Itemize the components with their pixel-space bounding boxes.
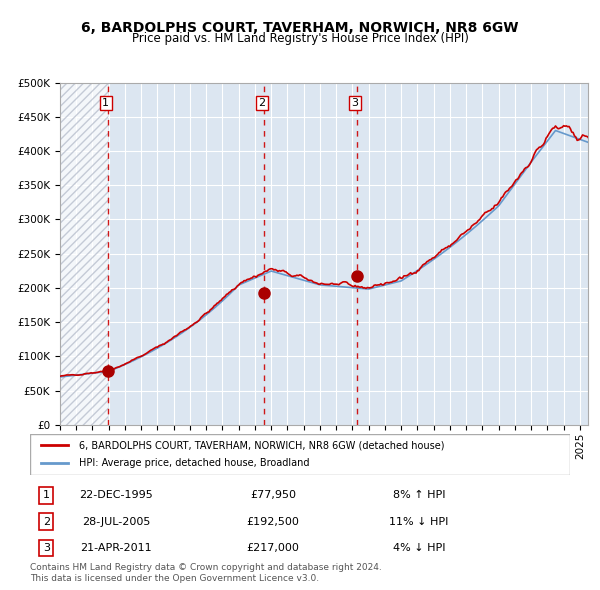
- Text: Contains HM Land Registry data © Crown copyright and database right 2024.
This d: Contains HM Land Registry data © Crown c…: [30, 563, 382, 583]
- Text: 21-APR-2011: 21-APR-2011: [80, 543, 152, 553]
- Text: 2: 2: [258, 98, 265, 108]
- Text: £192,500: £192,500: [247, 517, 299, 527]
- Text: £77,950: £77,950: [250, 490, 296, 500]
- Text: 28-JUL-2005: 28-JUL-2005: [82, 517, 151, 527]
- Text: HPI: Average price, detached house, Broadland: HPI: Average price, detached house, Broa…: [79, 458, 309, 468]
- Text: 6, BARDOLPHS COURT, TAVERHAM, NORWICH, NR8 6GW (detached house): 6, BARDOLPHS COURT, TAVERHAM, NORWICH, N…: [79, 440, 444, 450]
- Text: 3: 3: [352, 98, 359, 108]
- Bar: [60, 83, 108, 425]
- Text: 6, BARDOLPHS COURT, TAVERHAM, NORWICH, NR8 6GW: 6, BARDOLPHS COURT, TAVERHAM, NORWICH, N…: [81, 21, 519, 35]
- Text: 4% ↓ HPI: 4% ↓ HPI: [392, 543, 445, 553]
- Text: 22-DEC-1995: 22-DEC-1995: [80, 490, 153, 500]
- Text: 11% ↓ HPI: 11% ↓ HPI: [389, 517, 448, 527]
- Text: 2: 2: [43, 517, 50, 527]
- Text: 8% ↑ HPI: 8% ↑ HPI: [392, 490, 445, 500]
- Text: 1: 1: [103, 98, 109, 108]
- Text: £217,000: £217,000: [247, 543, 299, 553]
- Text: 1: 1: [43, 490, 50, 500]
- Text: 3: 3: [43, 543, 50, 553]
- FancyBboxPatch shape: [30, 434, 570, 475]
- Text: Price paid vs. HM Land Registry's House Price Index (HPI): Price paid vs. HM Land Registry's House …: [131, 32, 469, 45]
